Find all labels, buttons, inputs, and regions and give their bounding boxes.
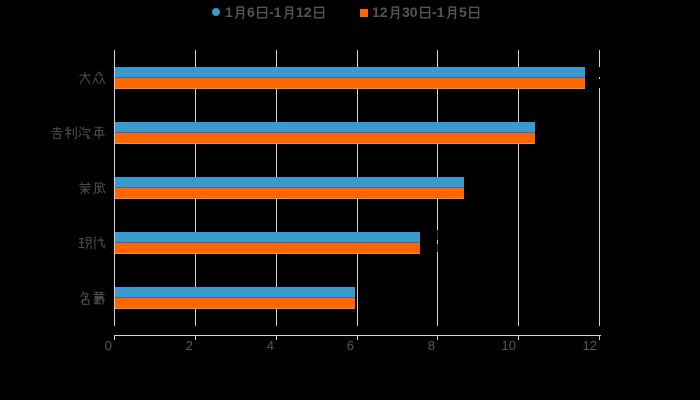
svg-text:30: 30 xyxy=(402,4,418,20)
svg-text:12: 12 xyxy=(372,4,388,20)
svg-text:5: 5 xyxy=(459,4,467,20)
svg-text:12: 12 xyxy=(296,4,312,20)
svg-text:-1: -1 xyxy=(269,4,282,20)
svg-text:1: 1 xyxy=(225,4,233,20)
svg-text:6: 6 xyxy=(247,4,255,20)
svg-text:-1: -1 xyxy=(432,4,445,20)
